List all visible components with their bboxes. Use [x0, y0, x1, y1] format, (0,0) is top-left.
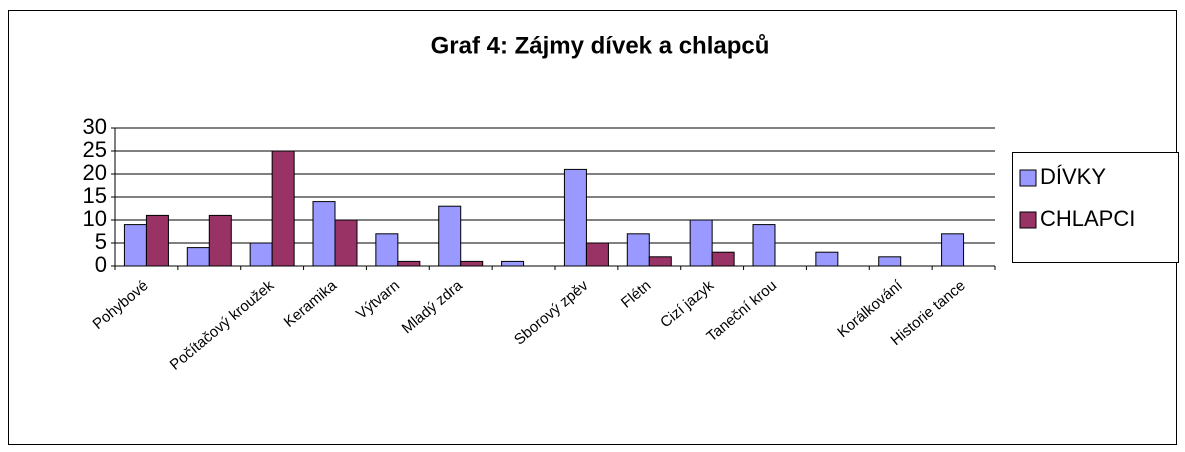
y-tick-label: 25	[83, 137, 107, 162]
bar	[752, 224, 776, 267]
bar	[123, 224, 147, 267]
chart-title: Graf 4: Zájmy dívek a chlapců	[431, 32, 770, 59]
bar	[460, 260, 484, 267]
bar	[249, 242, 273, 267]
legend-label: CHLAPCI	[1040, 206, 1135, 231]
bar	[438, 205, 462, 267]
legend-swatch	[1019, 169, 1037, 187]
bar	[941, 233, 965, 267]
bar	[815, 251, 839, 267]
bar	[186, 247, 210, 267]
bar	[271, 150, 295, 267]
chart-frame	[8, 10, 1177, 445]
bar	[878, 256, 902, 267]
bar	[711, 251, 735, 267]
bar	[626, 233, 650, 267]
bar	[563, 168, 587, 267]
bar	[397, 260, 421, 267]
bar	[501, 260, 525, 267]
bar	[375, 233, 399, 267]
bar	[312, 201, 336, 267]
bar	[334, 219, 358, 267]
y-tick-label: 20	[83, 160, 107, 185]
bar	[648, 256, 672, 267]
legend-label: DÍVKY	[1040, 164, 1106, 189]
bar	[585, 242, 609, 267]
y-tick-label: 10	[83, 206, 107, 231]
bar	[145, 214, 169, 267]
legend-swatch	[1019, 211, 1037, 229]
y-tick-label: 0	[95, 252, 107, 277]
y-tick-label: 5	[95, 229, 107, 254]
bar	[689, 219, 713, 267]
legend	[1012, 152, 1179, 263]
bar	[208, 214, 232, 267]
y-tick-label: 15	[83, 183, 107, 208]
y-tick-label: 30	[83, 114, 107, 139]
